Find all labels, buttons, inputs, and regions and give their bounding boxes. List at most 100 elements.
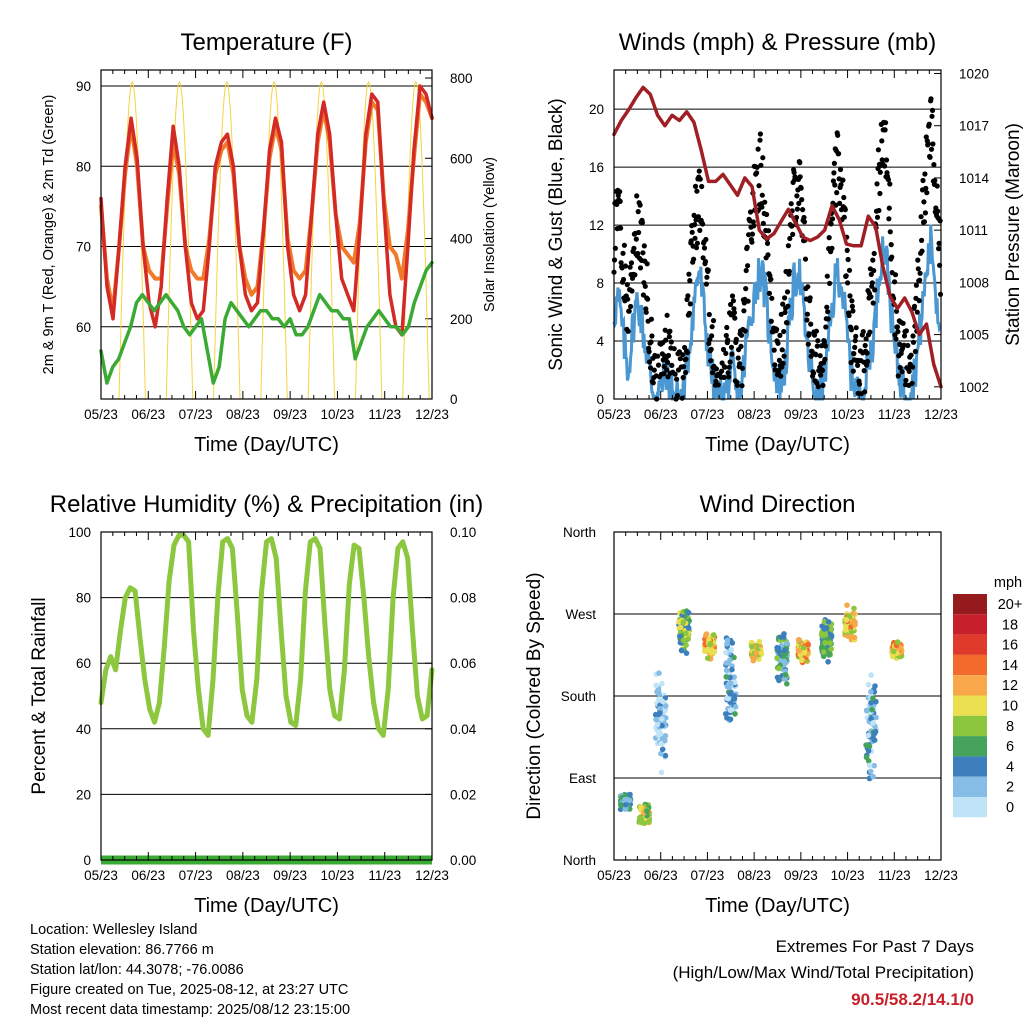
gust-point: [794, 206, 801, 212]
legend-swatch: [953, 797, 987, 818]
gust-point: [644, 261, 650, 267]
gust-point: [737, 361, 743, 367]
gust-point: [797, 174, 803, 180]
x-axis-label: Time (Day/UTC): [194, 895, 339, 917]
x-tick-label: 10/23: [831, 868, 865, 883]
gust-point: [738, 332, 745, 338]
gust-point: [922, 171, 928, 177]
y-tick-label: 16: [589, 160, 604, 175]
gust-point: [665, 352, 672, 359]
direction-point: [778, 634, 784, 640]
gust-point: [837, 166, 844, 173]
direction-point: [680, 637, 687, 644]
gust-point: [689, 229, 695, 235]
gust-point: [905, 342, 911, 349]
gust-point: [794, 193, 800, 199]
direction-point: [828, 646, 834, 652]
gust-point: [806, 331, 812, 337]
gust-point: [723, 332, 729, 339]
gust-point: [777, 332, 783, 338]
gust-point: [918, 214, 924, 220]
gust-point: [872, 287, 878, 293]
x-tick-label: 09/23: [273, 868, 307, 883]
gust-point: [666, 334, 673, 340]
y-tick-label: West: [565, 607, 596, 622]
gust-point: [694, 240, 701, 246]
gust-point: [618, 225, 624, 231]
legend-swatch: [953, 756, 987, 777]
legend-label: 4: [1006, 759, 1014, 775]
gust-point: [808, 321, 814, 327]
gust-point: [640, 250, 646, 256]
gust-point: [886, 216, 892, 222]
gust-point: [831, 170, 837, 176]
extremes-title: Extremes For Past 7 Days: [775, 937, 974, 956]
legend-label: 2: [1006, 780, 1014, 796]
direction-point: [659, 746, 666, 753]
direction-point: [724, 637, 731, 644]
gust-point: [687, 278, 693, 284]
y-tick-label: 40: [76, 722, 91, 737]
gust-point: [922, 210, 929, 216]
gust-point: [932, 178, 938, 184]
gust-point: [804, 317, 810, 323]
legend-label: 8: [1006, 719, 1014, 735]
gust-point: [722, 364, 728, 370]
direction-point: [842, 627, 849, 633]
gust-point: [743, 267, 749, 274]
gust-point: [805, 284, 811, 290]
gust-point: [864, 358, 871, 365]
direction-point: [852, 622, 858, 628]
gust-point: [641, 243, 647, 249]
gust-point: [620, 250, 626, 256]
gust-point: [764, 240, 771, 246]
direction-point: [623, 801, 629, 808]
direction-point: [662, 733, 669, 739]
gust-point: [914, 309, 920, 315]
gust-point: [929, 107, 936, 113]
gust-point: [731, 310, 738, 316]
gust-point: [671, 346, 677, 352]
gust-point: [825, 309, 831, 315]
station-info: Location: Wellesley Island Station eleva…: [30, 920, 350, 1020]
y2-tick-label: 0.06: [450, 656, 476, 671]
direction-point: [638, 804, 644, 810]
x-tick-label: 10/23: [321, 407, 355, 422]
gust-point: [841, 214, 847, 220]
gust-point: [797, 160, 803, 166]
gust-point: [684, 349, 691, 356]
direction-point: [636, 818, 643, 824]
x-tick-label: 06/23: [644, 407, 678, 422]
gust-point: [764, 211, 770, 218]
x-tick-label: 08/23: [737, 407, 771, 422]
direction-point: [871, 737, 878, 743]
gust-point: [892, 272, 899, 278]
x-tick-label: 05/23: [597, 407, 631, 422]
gust-point: [661, 371, 667, 377]
direction-point: [728, 646, 734, 653]
x-tick-label: 11/23: [368, 407, 401, 422]
direction-point: [890, 653, 896, 660]
gust-point: [669, 362, 675, 368]
y2-tick-label: 1008: [959, 275, 989, 290]
gust-point: [909, 380, 915, 386]
station-pressure-line: [612, 85, 943, 389]
gust-point: [745, 298, 751, 304]
gust-point: [635, 250, 641, 257]
gust-point: [831, 160, 838, 166]
x-tick-label: 11/23: [878, 407, 911, 422]
gust-point: [923, 185, 929, 191]
x-tick-label: 12/23: [924, 868, 958, 883]
gust-point: [738, 343, 744, 349]
gust-point: [778, 373, 784, 379]
gust-point: [706, 340, 712, 347]
y2-tick-label: 1017: [959, 119, 989, 134]
direction-point: [848, 629, 855, 635]
gust-point: [848, 327, 855, 333]
gust-point: [645, 296, 651, 302]
gust-point: [819, 343, 825, 349]
y2-tick-label: 0: [450, 392, 458, 407]
y-tick-label: 80: [76, 159, 91, 174]
legend-label: 6: [1006, 739, 1014, 755]
gust-point: [733, 336, 739, 342]
